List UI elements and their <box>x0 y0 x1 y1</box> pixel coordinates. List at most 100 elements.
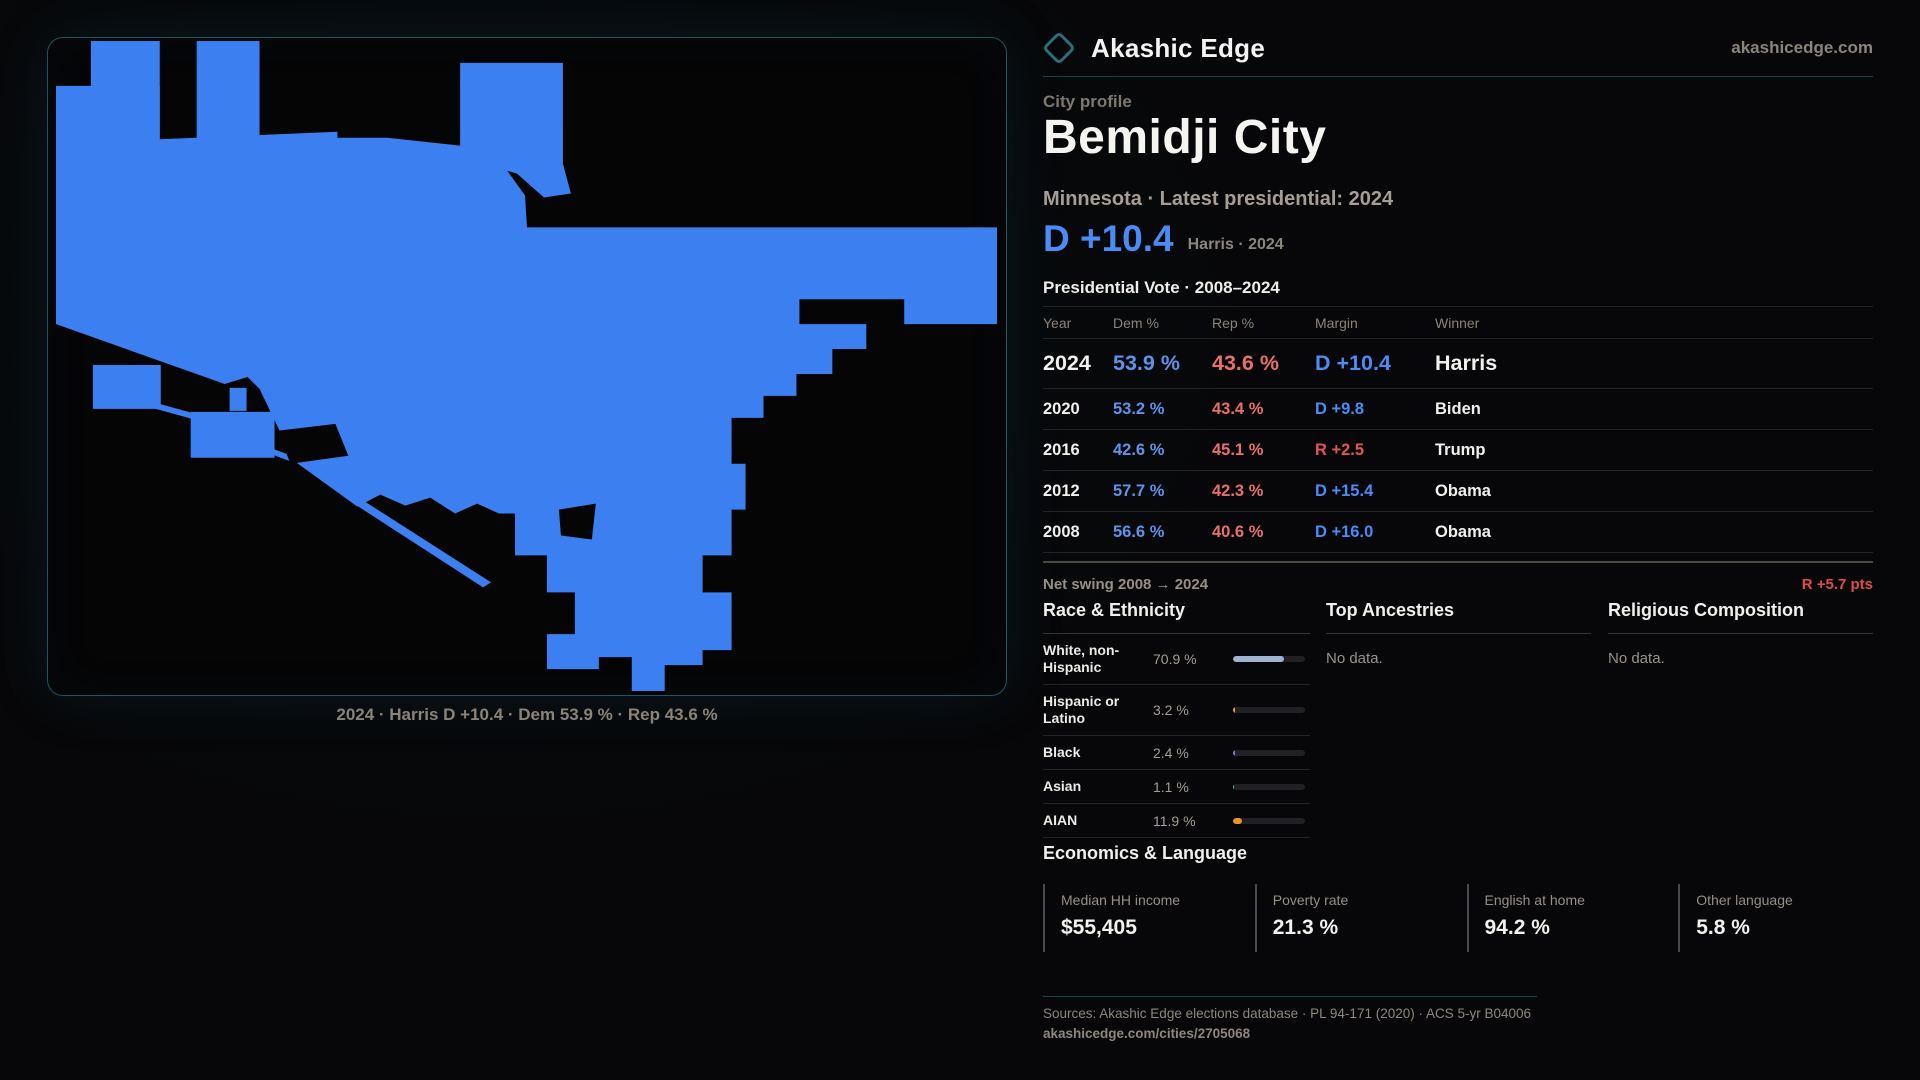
col-header-year: Year <box>1043 314 1072 331</box>
kicker-label: City profile <box>1043 92 1132 111</box>
race-row: Hispanic or Latino 3.2 % <box>1043 685 1310 736</box>
race-value: 3.2 % <box>1153 702 1189 718</box>
stat-card-value: $55,405 <box>1061 916 1137 939</box>
race-bar-fill <box>1233 783 1234 790</box>
stat-card-value: 5.8 % <box>1696 916 1750 939</box>
ancestries-empty-state: No data. <box>1326 650 1383 667</box>
race-section-title: Race & Ethnicity <box>1043 600 1310 634</box>
cell-dem: 42.6 % <box>1113 440 1165 459</box>
race-bar-fill <box>1233 817 1242 824</box>
table-row[interactable]: 2016 42.6 % 45.1 % R +2.5 Trump <box>1043 430 1873 471</box>
col-header-rep: Rep % <box>1212 314 1255 331</box>
cell-year: 2024 <box>1043 351 1091 375</box>
ancestries-column: Top Ancestries No data. <box>1326 600 1591 667</box>
race-value: 11.9 % <box>1153 812 1196 829</box>
race-bar-fill <box>1233 749 1235 756</box>
cell-rep: 45.1 % <box>1212 440 1264 459</box>
race-label: AIAN <box>1043 812 1078 828</box>
stat-card-value: 94.2 % <box>1484 916 1550 939</box>
race-value: 70.9 % <box>1153 651 1197 667</box>
cell-rep: 43.4 % <box>1212 399 1264 418</box>
brand-domain-link[interactable]: akashicedge.com <box>1731 38 1873 57</box>
table-row[interactable]: 2020 53.2 % 43.4 % D +9.8 Biden <box>1043 389 1873 430</box>
race-row: Black 2.4 % <box>1043 736 1310 770</box>
religion-section-title: Religious Composition <box>1608 600 1873 634</box>
religion-empty-state: No data. <box>1608 650 1665 667</box>
race-value: 1.1 % <box>1153 778 1189 795</box>
race-bar-track <box>1233 707 1305 713</box>
net-swing-value: R +5.7 pts <box>1801 576 1873 593</box>
cell-margin: D +9.8 <box>1315 399 1365 418</box>
brand-diamond-icon <box>1042 31 1076 65</box>
city-boundary-svg <box>55 40 998 692</box>
race-row: White, non-Hispanic 70.9 % <box>1043 634 1310 685</box>
race-row: AIAN 11.9 % <box>1043 804 1310 838</box>
footer-divider <box>1043 996 1537 997</box>
footer-permalink[interactable]: akashicedge.com/cities/2705068 <box>1043 1026 1251 1041</box>
map-caption: 2024 · Harris D +10.4 · Dem 53.9 % · Rep… <box>336 705 718 724</box>
cell-winner: Harris <box>1435 351 1498 375</box>
col-header-winner: Winner <box>1435 314 1480 331</box>
race-label: Hispanic or Latino <box>1043 693 1120 726</box>
economics-section-title: Economics & Language <box>1043 843 1248 863</box>
cell-dem: 57.7 % <box>1113 481 1165 500</box>
table-row[interactable]: 2008 56.6 % 40.6 % D +16.0 Obama <box>1043 512 1873 553</box>
stat-card-value: 21.3 % <box>1272 916 1339 939</box>
cell-margin: D +16.0 <box>1315 522 1374 541</box>
headline-margin-block: D +10.4 Harris · 2024 <box>1043 220 1284 257</box>
cell-dem: 53.9 % <box>1113 351 1180 375</box>
cell-year: 2016 <box>1043 440 1080 459</box>
race-label: Asian <box>1043 778 1082 794</box>
race-bar-track <box>1233 656 1305 662</box>
cell-year: 2020 <box>1043 399 1080 418</box>
net-swing-row: Net swing 2008 → 2024 R +5.7 pts <box>1043 561 1873 593</box>
site-header: Akashic Edge akashicedge.com <box>1042 26 1873 70</box>
race-bar-fill <box>1233 656 1285 662</box>
stat-card-label: English at home <box>1484 892 1585 908</box>
race-bar-fill <box>1233 707 1236 713</box>
religion-column: Religious Composition No data. <box>1608 600 1873 667</box>
cell-year: 2008 <box>1043 522 1080 541</box>
race-row: Asian 1.1 % <box>1043 770 1310 804</box>
cell-margin: D +15.4 <box>1315 481 1374 500</box>
presidential-vote-table: Year Dem % Rep % Margin Winner 2024 53.9… <box>1043 306 1873 593</box>
cell-rep: 43.6 % <box>1212 351 1279 375</box>
cell-year: 2012 <box>1043 481 1080 500</box>
cell-rep: 42.3 % <box>1212 481 1264 500</box>
stat-card-other-language: Other language 5.8 % <box>1678 884 1873 952</box>
brand-name: Akashic Edge <box>1091 32 1266 63</box>
economics-cards: Median HH income $55,405 Poverty rate 21… <box>1043 884 1873 952</box>
stat-card-label: Median HH income <box>1061 892 1181 908</box>
stat-card-median-income: Median HH income $55,405 <box>1043 884 1238 952</box>
cell-winner: Trump <box>1435 440 1486 459</box>
cell-winner: Obama <box>1435 522 1491 541</box>
race-value: 2.4 % <box>1153 744 1189 761</box>
stat-card-label: Other language <box>1696 892 1793 908</box>
city-boundary-map[interactable] <box>47 37 1007 696</box>
stat-card-poverty-rate: Poverty rate 21.3 % <box>1254 884 1450 952</box>
race-ethnicity-column: Race & Ethnicity White, non-Hispanic 70.… <box>1043 600 1310 838</box>
profile-panel: Akashic Edge akashicedge.com City profil… <box>1042 0 1873 1080</box>
col-header-dem: Dem % <box>1113 314 1159 331</box>
ancestries-section-title: Top Ancestries <box>1326 600 1591 634</box>
map-enclave-holes <box>277 423 596 540</box>
race-label: White, non-Hispanic <box>1043 642 1120 675</box>
table-row[interactable]: 2024 53.9 % 43.6 % D +10.4 Harris <box>1043 339 1873 389</box>
cell-winner: Biden <box>1435 399 1481 418</box>
headline-margin-value: D +10.4 <box>1043 218 1174 259</box>
race-label: Black <box>1043 744 1081 760</box>
col-header-margin: Margin <box>1315 314 1358 331</box>
page-title: Bemidji City <box>1043 111 1327 164</box>
cell-margin: D +10.4 <box>1315 351 1391 375</box>
stat-card-english-at-home: English at home 94.2 % <box>1466 884 1662 952</box>
headline-margin-context: Harris · 2024 <box>1187 236 1284 253</box>
table-title: Presidential Vote · 2008–2024 <box>1043 278 1280 297</box>
table-row[interactable]: 2012 57.7 % 42.3 % D +15.4 Obama <box>1043 471 1873 512</box>
stat-card-label: Poverty rate <box>1272 892 1349 908</box>
table-header-row: Year Dem % Rep % Margin Winner <box>1043 306 1873 339</box>
race-bar-track <box>1233 783 1305 790</box>
page-subtitle: Minnesota · Latest presidential: 2024 <box>1043 188 1394 210</box>
cell-dem: 56.6 % <box>1113 522 1165 541</box>
race-bar-track <box>1233 749 1305 756</box>
